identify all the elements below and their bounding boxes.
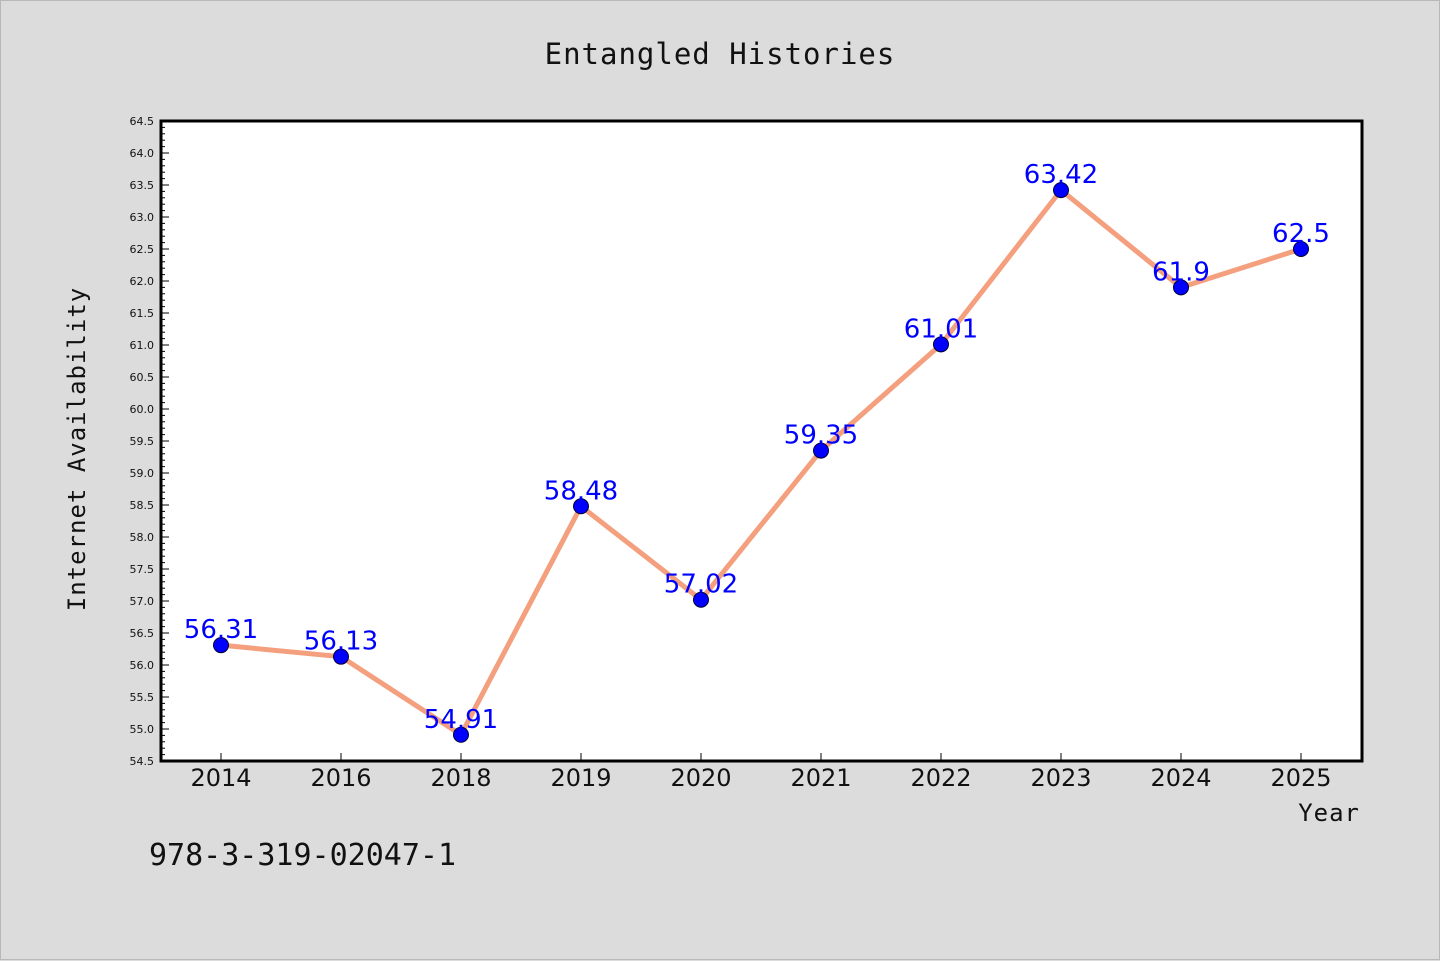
data-label: 63.42 [1024,160,1098,190]
isbn-text: 978-3-319-02047-1 [149,838,456,873]
data-point [573,498,589,515]
series-line [218,187,1304,738]
y-tick-label: 58.5 [130,499,155,512]
data-point [333,648,349,665]
data-label: 57.02 [664,570,738,600]
y-tick-label: 60.0 [130,403,155,416]
data-labels: 56.31 56.13 54.91 58.48 57.02 59.35 61.01 63.42… [184,160,1330,735]
data-point [693,591,709,608]
y-tick-label: 57.5 [130,563,155,576]
y-tick-label: 59.5 [130,435,155,448]
data-label: 62.5 [1272,219,1330,249]
data-label: 58.48 [544,476,618,506]
x-tick-label: 2021 [790,764,851,792]
y-axis: 54.5 55.0 55.5 56.0 56.5 57.0 57.5 58.0 58.5 59.0… [130,115,169,768]
y-tick-label: 63.5 [130,179,155,192]
y-tick-label: 61.0 [130,339,155,352]
data-label: 56.31 [184,615,258,645]
x-tick-label: 2019 [550,764,611,792]
y-tick-label: 64.0 [130,147,155,160]
x-axis: 2014 2016 2018 2019 2020 2021 2022 2023 2024 2025 [190,753,1332,792]
y-tick-label: 58.0 [130,531,155,544]
y-tick-label: 57.0 [130,595,155,608]
x-tick-label: 2025 [1270,764,1331,792]
data-label: 54.91 [424,705,498,735]
series-layer [213,182,1309,743]
data-point [453,726,469,743]
x-axis-title: Year [1298,799,1360,827]
y-tick-label: 56.0 [130,659,155,672]
x-tick-label: 2020 [670,764,731,792]
chart-title: Entangled Histories [545,37,896,71]
data-point [213,637,229,654]
y-tick-label: 55.5 [130,691,155,704]
data-label: 56.13 [304,627,378,657]
data-label: 61.01 [904,314,978,344]
y-tick-label: 59.0 [130,467,155,480]
x-tick-label: 2024 [1150,764,1211,792]
x-tick-label: 2018 [430,764,491,792]
data-point [1053,182,1069,199]
data-label: 59.35 [784,421,858,451]
y-tick-label: 62.5 [130,243,155,256]
y-tick-label: 56.5 [130,627,155,640]
y-tick-label: 54.5 [130,755,155,768]
plot-area [159,119,1364,763]
x-tick-label: 2023 [1030,764,1091,792]
data-point [1173,279,1189,296]
x-tick-label: 2016 [310,764,371,792]
y-axis-title: Internet Availability [63,287,91,611]
x-tick-label: 2022 [910,764,971,792]
x-tick-label: 2014 [190,764,251,792]
data-label: 61.9 [1152,257,1210,287]
y-tick-label: 55.0 [130,723,155,736]
data-point [933,336,949,353]
y-tick-label: 61.5 [130,307,155,320]
data-point [1293,241,1309,257]
y-tick-label: 64.5 [130,115,155,128]
y-tick-label: 63.0 [130,211,155,224]
y-tick-label: 62.0 [130,275,155,288]
y-tick-label: 60.5 [130,371,155,384]
data-point [813,442,829,459]
